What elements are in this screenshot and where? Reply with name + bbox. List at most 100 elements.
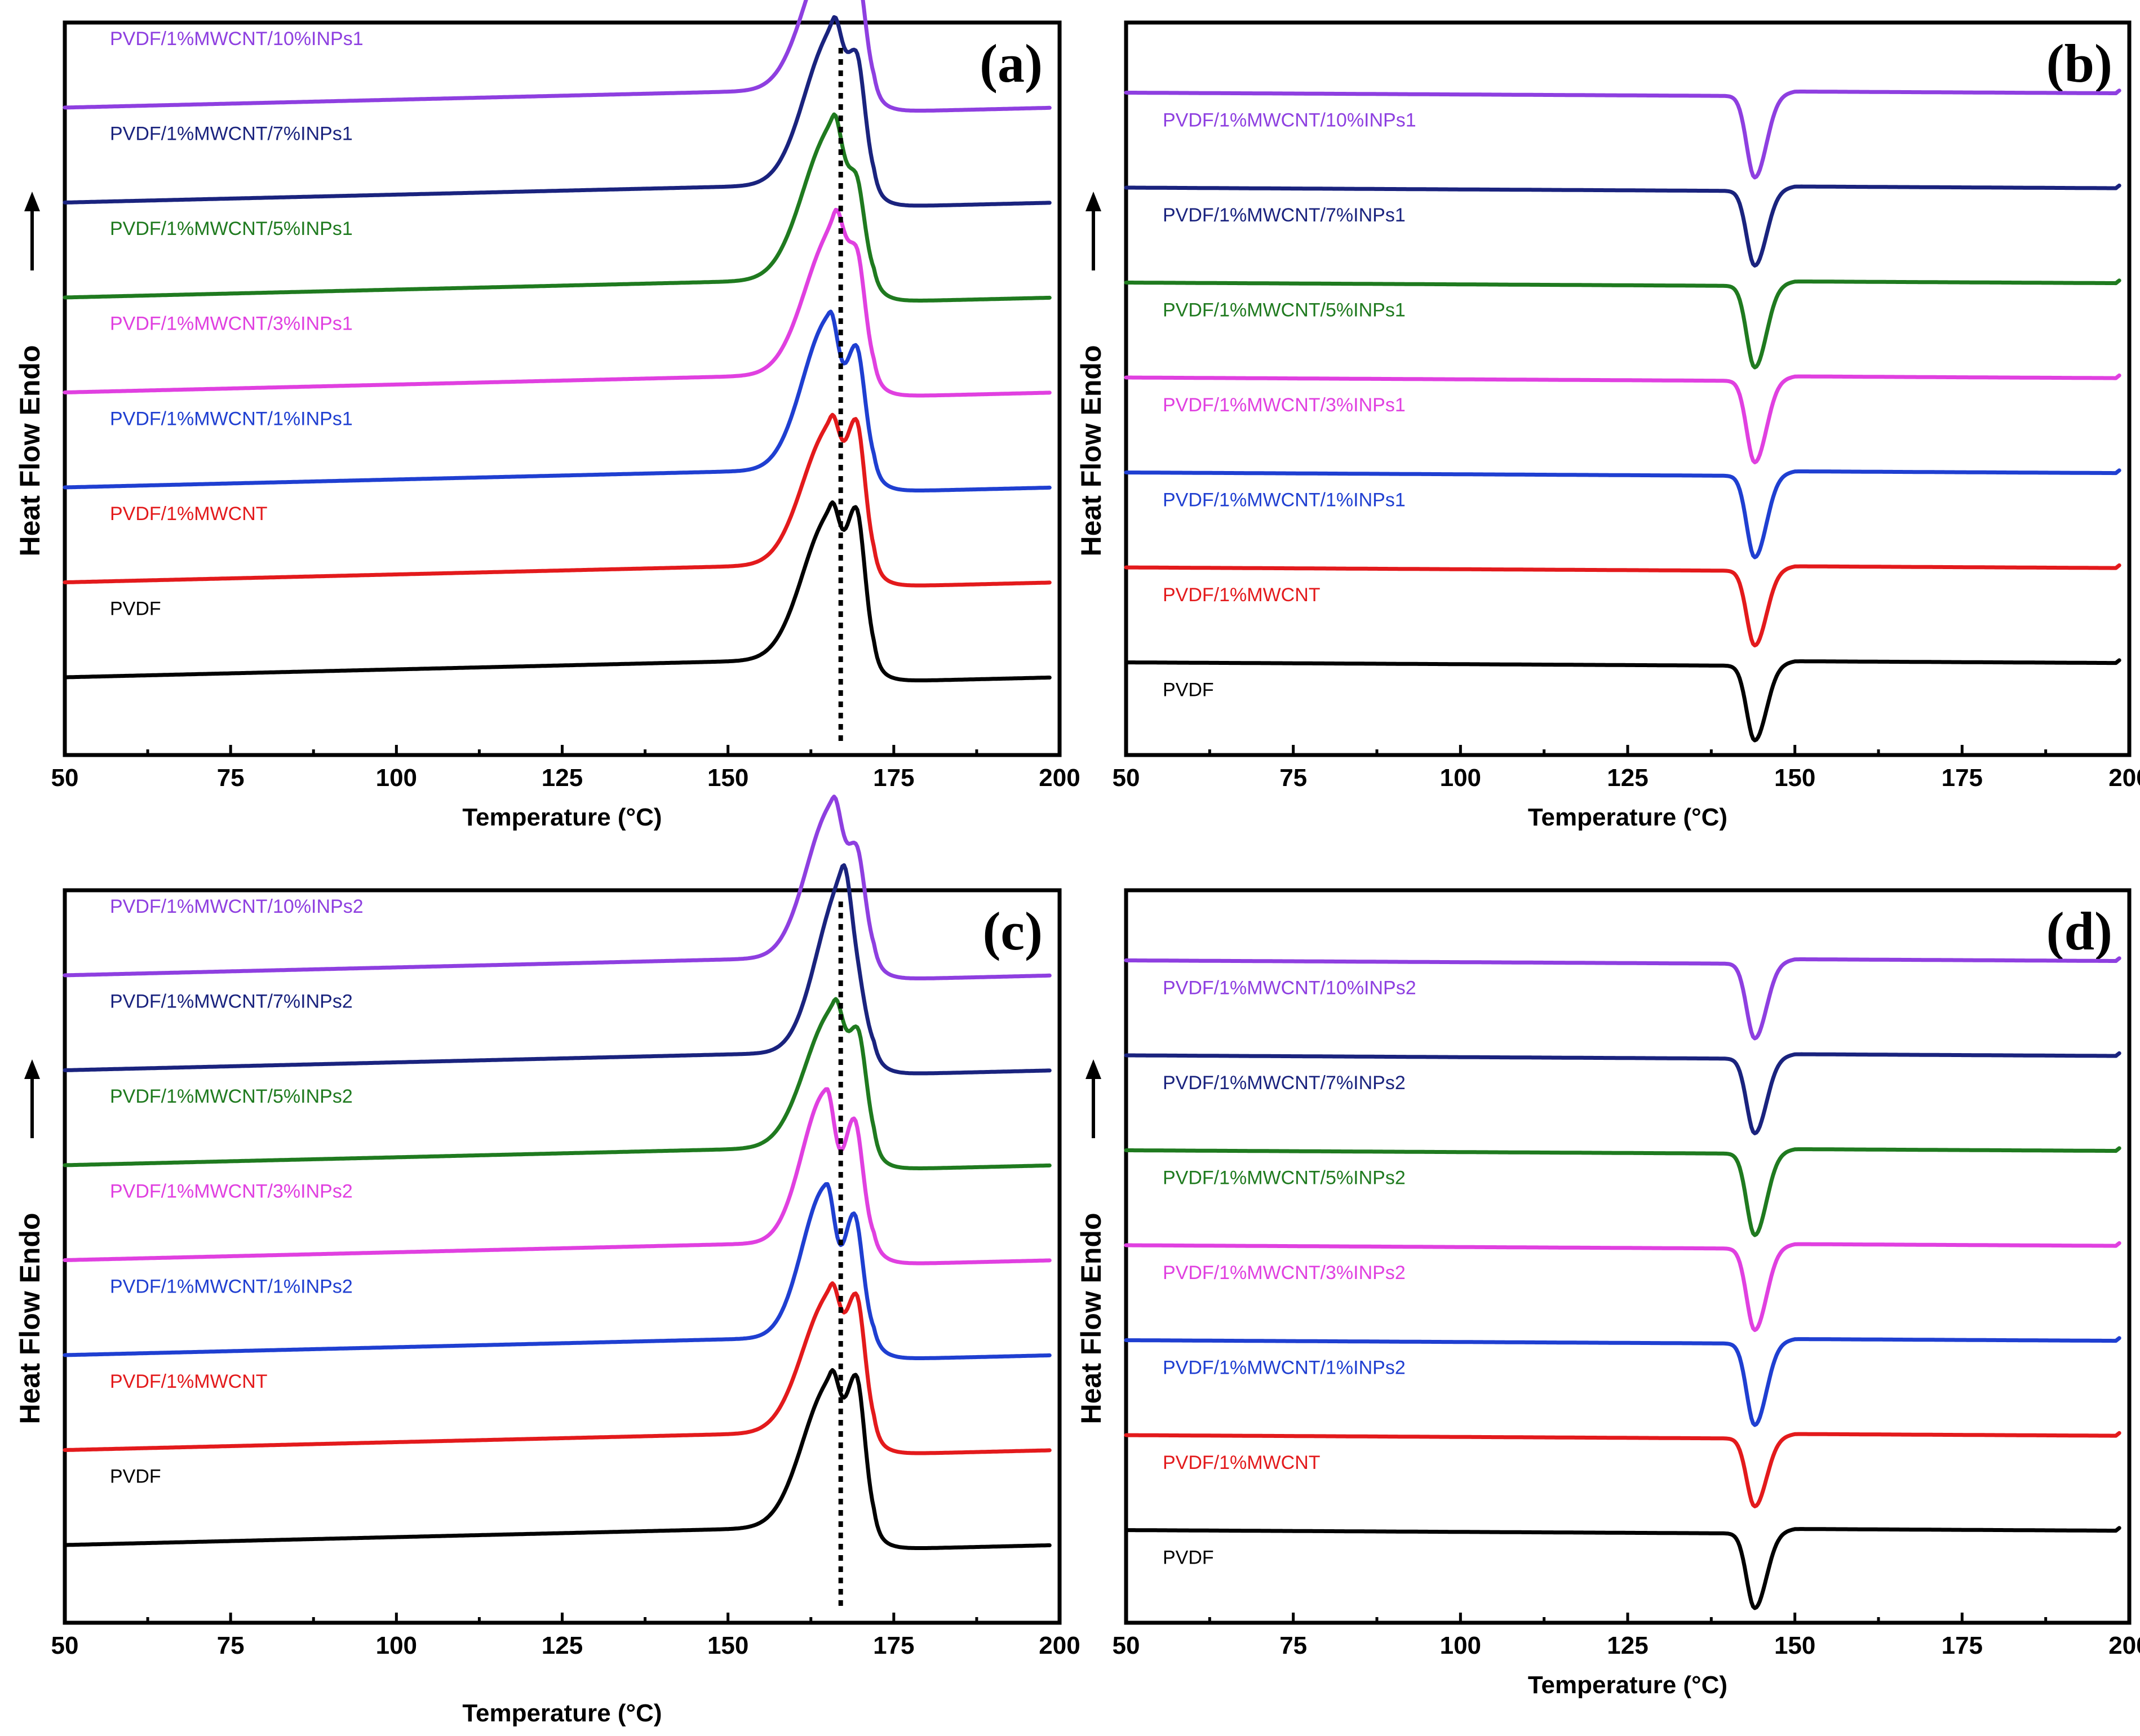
- series-label-pvdf-1pctmwcnt-5pctinps2: PVDF/1%MWCNT/5%INPs2: [1163, 1167, 1406, 1189]
- curve-pvdf-1pctmwcnt-10pctinps2: [63, 794, 1052, 980]
- series-label-pvdf-1pctmwcnt-10pctinps1: PVDF/1%MWCNT/10%INPs1: [110, 28, 364, 50]
- x-tick-label: 75: [217, 1632, 245, 1659]
- series-label-pvdf: PVDF: [1163, 1547, 1214, 1569]
- panel-d: 50 75 100 125 150 175 200 Temperature (°C) Heat …: [1075, 888, 2140, 1699]
- series-label-pvdf-1pctmwcnt-10pctinps1: PVDF/1%MWCNT/10%INPs1: [1163, 110, 1416, 131]
- y-axis-label: Heat Flow Endo: [1075, 1213, 1107, 1424]
- curve-pvdf-1pctmwcnt-1pctinps1: [63, 309, 1052, 492]
- curve-pvdf-1pctmwcnt-1pctinps1: [1124, 468, 2121, 560]
- x-tick-label: 200: [1039, 1632, 1080, 1659]
- series-label-pvdf-1pctmwcnt: PVDF/1%MWCNT: [1163, 1452, 1321, 1473]
- series-label-pvdf-1pctmwcnt-3pctinps1: PVDF/1%MWCNT/3%INPs1: [110, 313, 353, 335]
- curve-pvdf-1pctmwcnt-7pctinps2: [1124, 1051, 2121, 1135]
- x-tick-label: 175: [873, 1632, 914, 1659]
- series-label-pvdf-1pctmwcnt-5pctinps1: PVDF/1%MWCNT/5%INPs1: [110, 218, 353, 239]
- x-tick-label: 150: [1774, 1632, 1815, 1659]
- series-label-pvdf-1pctmwcnt-3pctinps1: PVDF/1%MWCNT/3%INPs1: [1163, 394, 1406, 416]
- curve-pvdf-1pctmwcnt-10pctinps1: [63, 0, 1052, 113]
- x-tick-label: 175: [1942, 1632, 1983, 1659]
- x-tick-label: 150: [707, 1632, 748, 1659]
- x-tick-label: 175: [873, 764, 914, 792]
- series-label-pvdf-1pctmwcnt-10pctinps2: PVDF/1%MWCNT/10%INPs2: [110, 896, 364, 917]
- x-axis-label: Temperature (°C): [1528, 803, 1727, 831]
- curve-pvdf-1pctmwcnt-5pctinps2: [63, 997, 1052, 1170]
- arrow-up-icon: [1085, 1059, 1101, 1079]
- curve-pvdf: [63, 500, 1052, 682]
- curve-pvdf-1pctmwcnt-3pctinps1: [63, 207, 1052, 398]
- x-tick-label: 200: [2108, 1632, 2140, 1659]
- x-axis-label: Temperature (°C): [462, 1699, 662, 1727]
- curve-pvdf: [1124, 1526, 2121, 1610]
- curve-pvdf: [63, 1368, 1052, 1550]
- panel-label: (a): [980, 33, 1043, 94]
- curve-pvdf-1pctmwcnt: [1124, 1431, 2121, 1508]
- x-tick-label: 75: [1279, 764, 1307, 792]
- x-tick-label: 75: [217, 764, 245, 792]
- y-axis-label: Heat Flow Endo: [1075, 345, 1107, 557]
- curve-pvdf-1pctmwcnt: [63, 412, 1052, 588]
- plot-frame: [1124, 888, 2132, 1625]
- x-tick-label: 50: [1113, 764, 1140, 792]
- series-label-pvdf-1pctmwcnt-7pctinps1: PVDF/1%MWCNT/7%INPs1: [1163, 205, 1406, 226]
- x-tick-label: 50: [1113, 1632, 1140, 1659]
- series-label-pvdf-1pctmwcnt-10pctinps2: PVDF/1%MWCNT/10%INPs2: [1163, 978, 1416, 999]
- curve-pvdf-1pctmwcnt-7pctinps1: [63, 15, 1052, 208]
- curve-pvdf-1pctmwcnt-5pctinps2: [1124, 1146, 2121, 1237]
- panel-label: (d): [2046, 901, 2112, 961]
- x-tick-label: 125: [1607, 1632, 1648, 1659]
- x-tick-label: 75: [1279, 1632, 1307, 1659]
- curve-pvdf-1pctmwcnt: [1124, 563, 2121, 647]
- x-tick-label: 50: [51, 1632, 79, 1659]
- x-tick-label: 150: [707, 764, 748, 792]
- arrow-up-icon: [24, 192, 40, 211]
- series-label-pvdf-1pctmwcnt-7pctinps2: PVDF/1%MWCNT/7%INPs2: [1163, 1072, 1406, 1094]
- curve-pvdf: [1124, 658, 2121, 743]
- x-tick-label: 175: [1942, 764, 1983, 792]
- x-tick-label: 150: [1774, 764, 1815, 792]
- series-label-pvdf-1pctmwcnt-1pctinps2: PVDF/1%MWCNT/1%INPs2: [1163, 1357, 1406, 1379]
- curve-pvdf-1pctmwcnt-5pctinps1: [1124, 278, 2121, 370]
- y-axis-label: Heat Flow Endo: [14, 345, 46, 557]
- series-label-pvdf-1pctmwcnt-3pctinps2: PVDF/1%MWCNT/3%INPs2: [1163, 1262, 1406, 1284]
- x-tick-label: 200: [2108, 764, 2140, 792]
- series-label-pvdf-1pctmwcnt-3pctinps2: PVDF/1%MWCNT/3%INPs2: [110, 1181, 353, 1202]
- curve-pvdf-1pctmwcnt-10pctinps1: [1124, 88, 2121, 180]
- curve-pvdf-1pctmwcnt-7pctinps2: [63, 863, 1052, 1076]
- x-axis-label: Temperature (°C): [462, 803, 662, 831]
- curve-pvdf-1pctmwcnt-1pctinps2: [1124, 1336, 2121, 1427]
- series-label-pvdf: PVDF: [110, 598, 161, 619]
- panel-label: (c): [982, 901, 1043, 961]
- x-tick-label: 100: [376, 764, 417, 792]
- x-tick-label: 100: [1440, 764, 1481, 792]
- series-label-pvdf-1pctmwcnt-5pctinps1: PVDF/1%MWCNT/5%INPs1: [1163, 300, 1406, 321]
- panel-c: 50 75 100 125 150 175 200 Temperature (°C) Heat …: [14, 794, 1080, 1727]
- panel-a: 50 75 100 125 150 175 200 Temperature (°C) Heat …: [14, 0, 1080, 831]
- series-label-pvdf: PVDF: [1163, 680, 1214, 701]
- series-label-pvdf-1pctmwcnt-7pctinps2: PVDF/1%MWCNT/7%INPs2: [110, 991, 353, 1013]
- x-axis-label: Temperature (°C): [1528, 1671, 1727, 1699]
- curve-pvdf-1pctmwcnt-3pctinps2: [1124, 1241, 2121, 1332]
- series-label-pvdf: PVDF: [110, 1466, 161, 1487]
- series-label-pvdf-1pctmwcnt-7pctinps1: PVDF/1%MWCNT/7%INPs1: [110, 123, 353, 145]
- plot-frame: [1124, 20, 2132, 757]
- series-label-pvdf-1pctmwcnt-5pctinps2: PVDF/1%MWCNT/5%INPs2: [110, 1086, 353, 1107]
- curve-pvdf-1pctmwcnt-3pctinps1: [1124, 373, 2121, 464]
- y-axis-label: Heat Flow Endo: [14, 1213, 46, 1424]
- series-label-pvdf-1pctmwcnt: PVDF/1%MWCNT: [110, 1371, 268, 1392]
- panel-label: (b): [2046, 33, 2112, 94]
- x-tick-label: 125: [542, 764, 583, 792]
- curve-pvdf-1pctmwcnt-7pctinps1: [1124, 183, 2121, 268]
- series-label-pvdf-1pctmwcnt-1pctinps1: PVDF/1%MWCNT/1%INPs1: [1163, 490, 1406, 511]
- series-label-pvdf-1pctmwcnt: PVDF/1%MWCNT: [110, 503, 268, 525]
- arrow-up-icon: [24, 1059, 40, 1079]
- curve-pvdf-1pctmwcnt-10pctinps2: [1124, 956, 2121, 1041]
- x-tick-label: 125: [542, 1632, 583, 1659]
- x-tick-label: 50: [51, 764, 79, 792]
- curve-pvdf-1pctmwcnt-1pctinps2: [63, 1182, 1052, 1360]
- curve-pvdf-1pctmwcnt-3pctinps2: [63, 1087, 1052, 1266]
- x-tick-label: 100: [376, 1632, 417, 1659]
- x-tick-label: 100: [1440, 1632, 1481, 1659]
- x-tick-label: 125: [1607, 764, 1648, 792]
- series-label-pvdf-1pctmwcnt-1pctinps1: PVDF/1%MWCNT/1%INPs1: [110, 408, 353, 429]
- x-tick-label: 200: [1039, 764, 1080, 792]
